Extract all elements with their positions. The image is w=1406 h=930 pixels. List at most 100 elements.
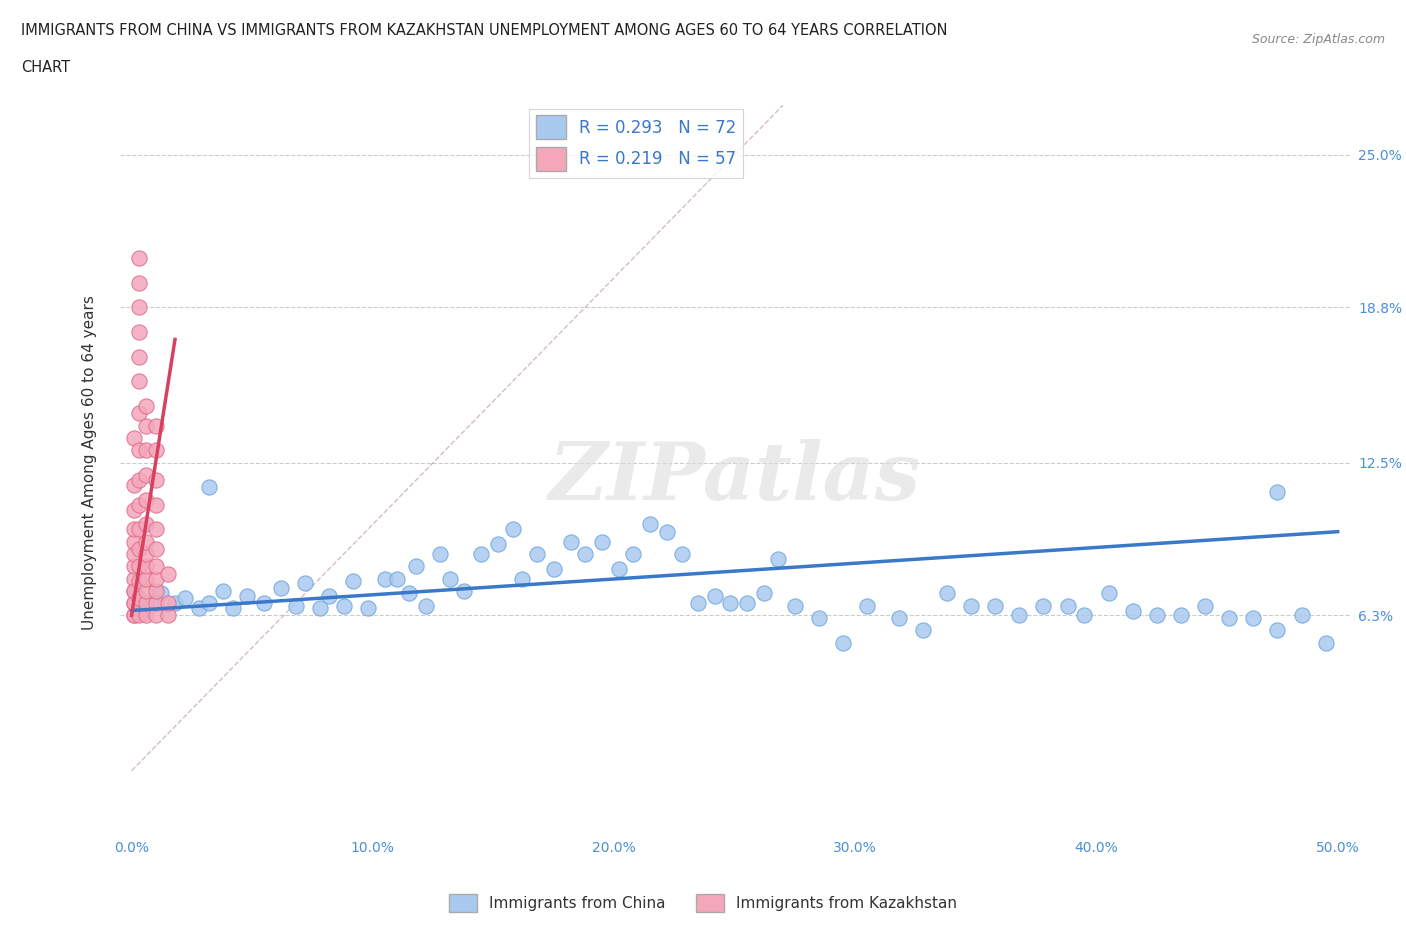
Point	[128, 300, 150, 315]
Point	[308, 601, 330, 616]
Point	[145, 522, 167, 537]
Point	[222, 601, 245, 616]
Point	[439, 571, 461, 586]
Point	[591, 534, 613, 549]
Point	[145, 608, 167, 623]
Point	[145, 596, 167, 611]
Point	[1267, 623, 1289, 638]
Point	[1315, 635, 1337, 650]
Point	[1032, 598, 1054, 613]
Point	[318, 589, 340, 604]
Point	[128, 498, 150, 512]
Point	[122, 522, 145, 537]
Point	[1073, 608, 1095, 623]
Point	[128, 350, 150, 365]
Point	[128, 325, 150, 339]
Point	[173, 591, 195, 605]
Point	[122, 571, 145, 586]
Legend: R = 0.293   N = 72, R = 0.219   N = 57: R = 0.293 N = 72, R = 0.219 N = 57	[529, 109, 744, 178]
Point	[374, 571, 396, 586]
Point	[856, 598, 879, 613]
Point	[1122, 604, 1144, 618]
Point	[752, 586, 775, 601]
Point	[188, 601, 211, 616]
Point	[197, 480, 219, 495]
Point	[128, 406, 150, 421]
Point	[145, 498, 167, 512]
Point	[135, 596, 157, 611]
Point	[236, 589, 259, 604]
Point	[1097, 586, 1119, 601]
Point	[655, 525, 678, 539]
Point	[128, 541, 150, 556]
Point	[135, 443, 157, 458]
Point	[156, 596, 179, 611]
Point	[135, 559, 157, 574]
Point	[1291, 608, 1313, 623]
Point	[156, 608, 179, 623]
Point	[128, 374, 150, 389]
Point	[122, 502, 145, 517]
Point	[294, 576, 316, 591]
Point	[415, 598, 437, 613]
Text: CHART: CHART	[21, 60, 70, 75]
Point	[253, 596, 276, 611]
Text: Source: ZipAtlas.com: Source: ZipAtlas.com	[1251, 33, 1385, 46]
Point	[122, 608, 145, 623]
Point	[122, 477, 145, 492]
Point	[145, 418, 167, 433]
Text: IMMIGRANTS FROM CHINA VS IMMIGRANTS FROM KAZAKHSTAN UNEMPLOYMENT AMONG AGES 60 T: IMMIGRANTS FROM CHINA VS IMMIGRANTS FROM…	[21, 23, 948, 38]
Point	[135, 517, 157, 532]
Point	[688, 596, 710, 611]
Point	[1056, 598, 1078, 613]
Point	[1008, 608, 1031, 623]
Point	[122, 547, 145, 562]
Point	[122, 596, 145, 611]
Point	[156, 566, 179, 581]
Point	[128, 559, 150, 574]
Point	[135, 608, 157, 623]
Point	[783, 598, 806, 613]
Point	[1267, 485, 1289, 499]
Point	[122, 583, 145, 598]
Point	[429, 547, 451, 562]
Point	[122, 534, 145, 549]
Point	[398, 586, 420, 601]
Point	[526, 547, 548, 562]
Legend: Immigrants from China, Immigrants from Kazakhstan: Immigrants from China, Immigrants from K…	[443, 888, 963, 918]
Point	[145, 571, 167, 586]
Point	[128, 251, 150, 266]
Point	[139, 596, 162, 611]
Point	[128, 591, 150, 605]
Point	[122, 559, 145, 574]
Point	[145, 472, 167, 487]
Y-axis label: Unemployment Among Ages 60 to 64 years: Unemployment Among Ages 60 to 64 years	[83, 295, 97, 631]
Point	[385, 571, 408, 586]
Point	[149, 586, 172, 601]
Point	[621, 547, 644, 562]
Point	[502, 522, 524, 537]
Point	[270, 581, 292, 596]
Point	[135, 571, 157, 586]
Point	[128, 522, 150, 537]
Point	[984, 598, 1007, 613]
Point	[808, 610, 831, 625]
Point	[128, 443, 150, 458]
Point	[543, 561, 565, 576]
Point	[935, 586, 957, 601]
Point	[284, 598, 307, 613]
Point	[128, 574, 150, 589]
Point	[145, 541, 167, 556]
Point	[574, 547, 596, 562]
Point	[1194, 598, 1216, 613]
Point	[1241, 610, 1264, 625]
Point	[470, 547, 492, 562]
Point	[145, 443, 167, 458]
Point	[135, 547, 157, 562]
Point	[135, 468, 157, 483]
Point	[135, 399, 157, 414]
Point	[122, 431, 145, 445]
Text: ZIPatlas: ZIPatlas	[548, 439, 921, 516]
Point	[132, 604, 155, 618]
Point	[135, 492, 157, 507]
